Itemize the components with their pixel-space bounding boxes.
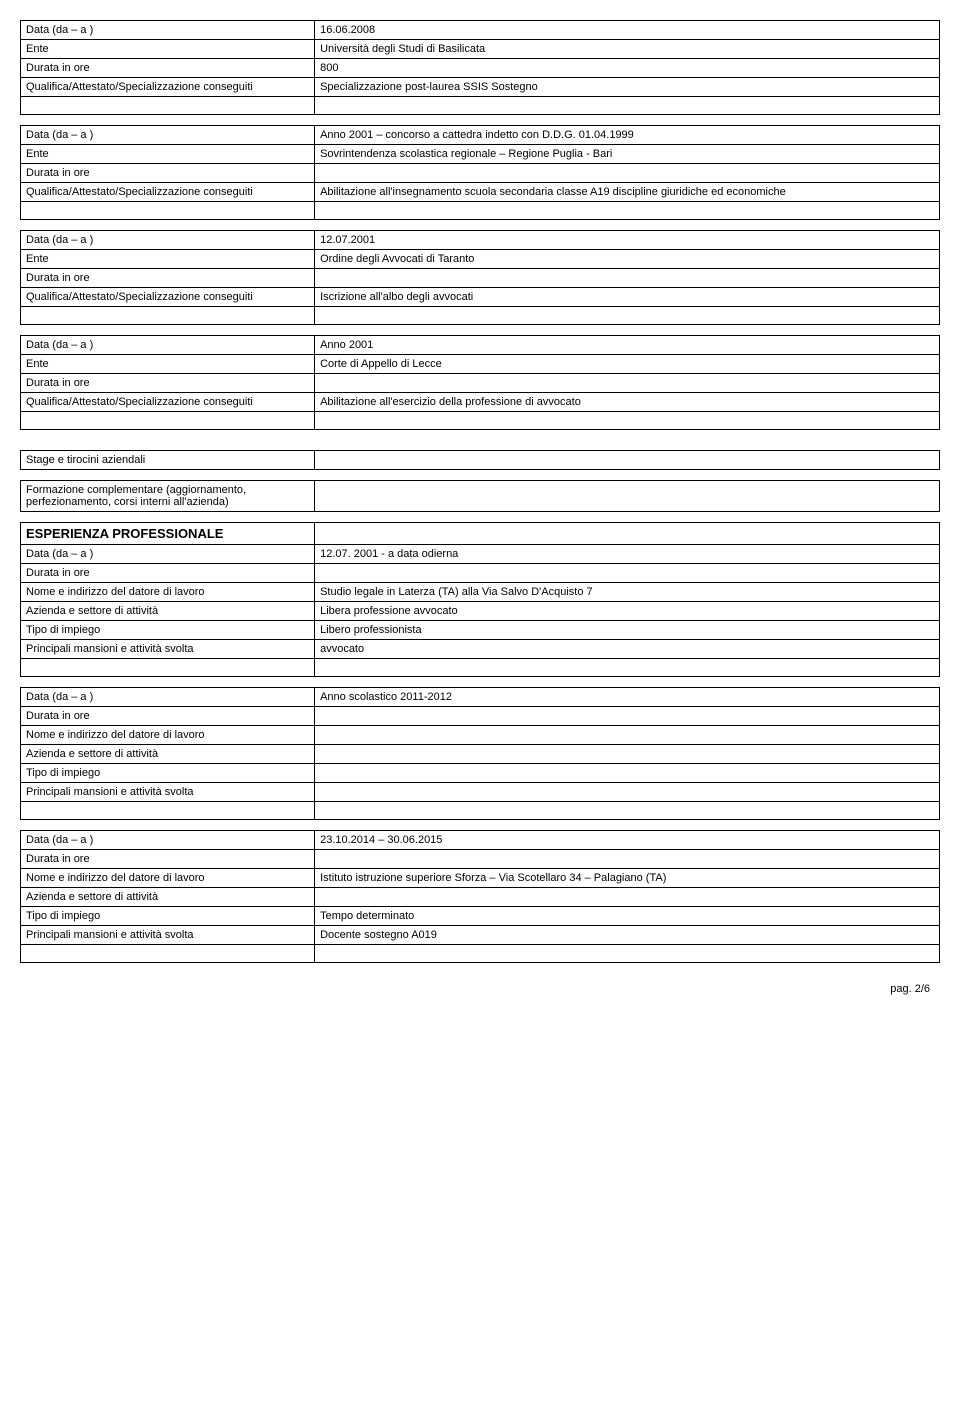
qual-label: Qualifica/Attestato/Specializzazione con…	[21, 78, 315, 97]
blank-cell	[315, 764, 940, 783]
blank-cell	[315, 888, 940, 907]
blank-cell	[315, 307, 940, 325]
blank-cell	[315, 745, 940, 764]
blank-cell	[315, 412, 940, 430]
blank-cell	[315, 202, 940, 220]
ente-value: Sovrintendenza scolastica regionale – Re…	[315, 145, 940, 164]
data-label: Data (da – a )	[21, 545, 315, 564]
durata-label: Durata in ore	[21, 564, 315, 583]
data-label: Data (da – a )	[21, 21, 315, 40]
blank-cell	[315, 564, 940, 583]
mansioni-label: Principali mansioni e attività svolta	[21, 640, 315, 659]
blank-cell	[315, 269, 940, 288]
education-block-3: Data (da – a )12.07.2001 EnteOrdine degl…	[20, 230, 940, 325]
education-block-2: Data (da – a )Anno 2001 – concorso a cat…	[20, 125, 940, 220]
experience-block-3: Data (da – a )23.10.2014 – 30.06.2015 Du…	[20, 830, 940, 963]
blank-cell	[21, 97, 315, 115]
durata-label: Durata in ore	[21, 850, 315, 869]
tipo-label: Tipo di impiego	[21, 764, 315, 783]
data-label: Data (da – a )	[21, 231, 315, 250]
stage-label: Stage e tirocini aziendali	[21, 451, 315, 470]
nome-label: Nome e indirizzo del datore di lavoro	[21, 869, 315, 888]
azienda-label: Azienda e settore di attività	[21, 888, 315, 907]
data-value: 16.06.2008	[315, 21, 940, 40]
blank-cell	[315, 850, 940, 869]
blank-cell	[315, 523, 940, 545]
azienda-label: Azienda e settore di attività	[21, 745, 315, 764]
tipo-label: Tipo di impiego	[21, 621, 315, 640]
durata-value: 800	[315, 59, 940, 78]
qual-value: Abilitazione all'esercizio della profess…	[315, 393, 940, 412]
education-block-1: Data (da – a )16.06.2008 EnteUniversità …	[20, 20, 940, 115]
durata-label: Durata in ore	[21, 164, 315, 183]
blank-cell	[315, 707, 940, 726]
azienda-value: Libera professione avvocato	[315, 602, 940, 621]
qual-label: Qualifica/Attestato/Specializzazione con…	[21, 288, 315, 307]
formazione-block: Formazione complementare (aggiornamento,…	[20, 480, 940, 512]
blank-cell	[21, 945, 315, 963]
blank-cell	[315, 164, 940, 183]
mansioni-label: Principali mansioni e attività svolta	[21, 926, 315, 945]
page-footer: pag. 2/6	[20, 983, 940, 995]
ente-value: Corte di Appello di Lecce	[315, 355, 940, 374]
education-block-4: Data (da – a )Anno 2001 EnteCorte di App…	[20, 335, 940, 430]
qual-value: Specializzazione post-laurea SSIS Sosteg…	[315, 78, 940, 97]
blank-cell	[315, 945, 940, 963]
ente-label: Ente	[21, 355, 315, 374]
blank-cell	[315, 659, 940, 677]
ente-label: Ente	[21, 40, 315, 59]
durata-label: Durata in ore	[21, 269, 315, 288]
mansioni-value: Docente sostegno A019	[315, 926, 940, 945]
blank-cell	[21, 412, 315, 430]
durata-label: Durata in ore	[21, 59, 315, 78]
blank-cell	[315, 802, 940, 820]
data-value: Anno 2001 – concorso a cattedra indetto …	[315, 126, 940, 145]
data-value: Anno scolastico 2011-2012	[315, 688, 940, 707]
esperienza-block: ESPERIENZA PROFESSIONALE Data (da – a )1…	[20, 522, 940, 677]
tipo-value: Tempo determinato	[315, 907, 940, 926]
data-value: 23.10.2014 – 30.06.2015	[315, 831, 940, 850]
blank-cell	[315, 451, 940, 470]
data-value: 12.07.2001	[315, 231, 940, 250]
blank-cell	[315, 97, 940, 115]
mansioni-label: Principali mansioni e attività svolta	[21, 783, 315, 802]
esperienza-title: ESPERIENZA PROFESSIONALE	[21, 523, 315, 545]
blank-cell	[21, 659, 315, 677]
ente-label: Ente	[21, 250, 315, 269]
blank-cell	[21, 307, 315, 325]
blank-cell	[21, 802, 315, 820]
experience-block-2: Data (da – a )Anno scolastico 2011-2012 …	[20, 687, 940, 820]
mansioni-value: avvocato	[315, 640, 940, 659]
durata-label: Durata in ore	[21, 707, 315, 726]
qual-value: Abilitazione all'insegnamento scuola sec…	[315, 183, 940, 202]
nome-label: Nome e indirizzo del datore di lavoro	[21, 726, 315, 745]
blank-cell	[315, 783, 940, 802]
blank-cell	[315, 481, 940, 512]
tipo-label: Tipo di impiego	[21, 907, 315, 926]
qual-value: Iscrizione all'albo degli avvocati	[315, 288, 940, 307]
qual-label: Qualifica/Attestato/Specializzazione con…	[21, 393, 315, 412]
data-label: Data (da – a )	[21, 126, 315, 145]
data-value: 12.07. 2001 - a data odierna	[315, 545, 940, 564]
azienda-label: Azienda e settore di attività	[21, 602, 315, 621]
nome-value: Istituto istruzione superiore Sforza – V…	[315, 869, 940, 888]
data-label: Data (da – a )	[21, 831, 315, 850]
ente-label: Ente	[21, 145, 315, 164]
blank-cell	[315, 374, 940, 393]
qual-label: Qualifica/Attestato/Specializzazione con…	[21, 183, 315, 202]
data-value: Anno 2001	[315, 336, 940, 355]
ente-value: Ordine degli Avvocati di Taranto	[315, 250, 940, 269]
blank-cell	[21, 202, 315, 220]
data-label: Data (da – a )	[21, 688, 315, 707]
tipo-value: Libero professionista	[315, 621, 940, 640]
formazione-label: Formazione complementare (aggiornamento,…	[21, 481, 315, 512]
nome-value: Studio legale in Laterza (TA) alla Via S…	[315, 583, 940, 602]
data-label: Data (da – a )	[21, 336, 315, 355]
nome-label: Nome e indirizzo del datore di lavoro	[21, 583, 315, 602]
stage-block: Stage e tirocini aziendali	[20, 450, 940, 470]
blank-cell	[315, 726, 940, 745]
durata-label: Durata in ore	[21, 374, 315, 393]
ente-value: Università degli Studi di Basilicata	[315, 40, 940, 59]
